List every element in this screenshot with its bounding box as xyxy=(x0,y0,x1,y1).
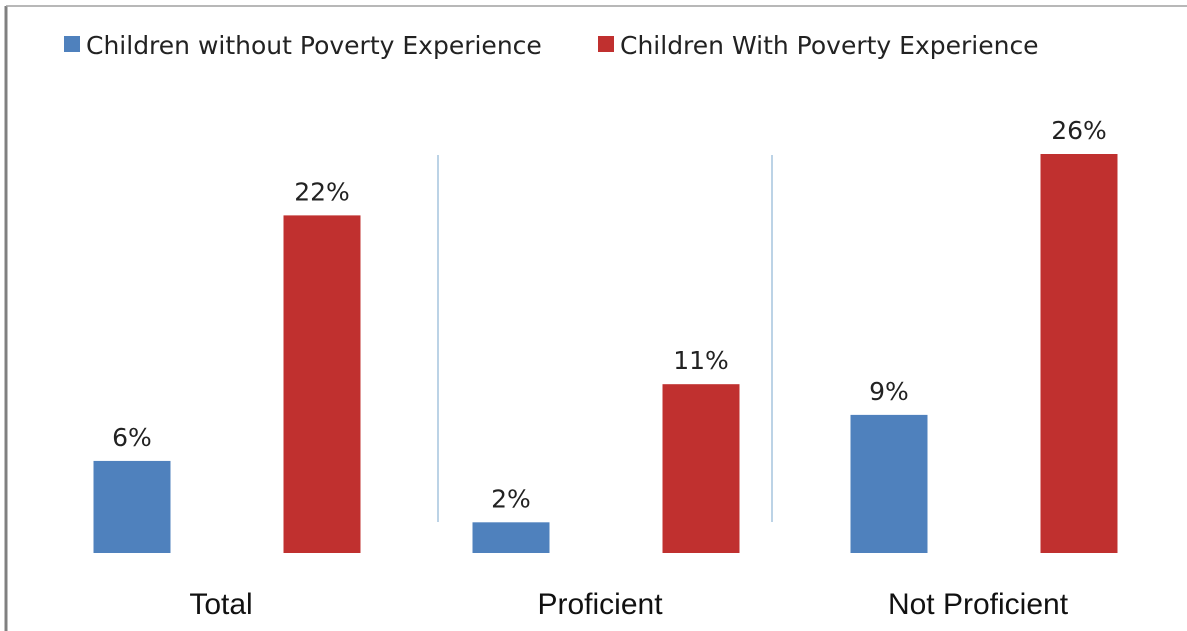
bars-group xyxy=(93,154,1118,553)
data-label-not-proficient-series-1: 9% xyxy=(869,377,909,406)
data-label-proficient-series-2: 11% xyxy=(673,346,729,375)
bar-proficient-series-2 xyxy=(662,384,740,553)
category-labels-group: Total Proficient Not Proficient xyxy=(189,588,1068,621)
bar-not-proficient-series-1 xyxy=(850,414,928,553)
data-label-total-series-2: 22% xyxy=(294,177,350,206)
bar-proficient-series-1 xyxy=(472,522,550,553)
category-label-not-proficient: Not Proficient xyxy=(888,588,1069,621)
bar-total-series-1 xyxy=(93,460,171,553)
legend-label-1: Children without Poverty Experience xyxy=(86,31,542,60)
legend: Children without Poverty Experience Child… xyxy=(64,31,1039,60)
category-label-proficient: Proficient xyxy=(537,588,663,621)
bar-not-proficient-series-2 xyxy=(1040,154,1118,553)
category-separators xyxy=(437,155,773,522)
legend-label-2: Children With Poverty Experience xyxy=(620,31,1039,60)
data-label-proficient-series-1: 2% xyxy=(491,484,531,513)
legend-swatch-1 xyxy=(64,36,80,52)
data-label-not-proficient-series-2: 26% xyxy=(1051,116,1107,145)
category-label-total: Total xyxy=(189,588,252,621)
data-label-total-series-1: 6% xyxy=(112,423,152,452)
legend-swatch-2 xyxy=(598,36,614,52)
data-labels-group: 6% 22% 2% 11% 9% 26% xyxy=(112,116,1107,513)
bar-total-series-2 xyxy=(283,215,361,553)
